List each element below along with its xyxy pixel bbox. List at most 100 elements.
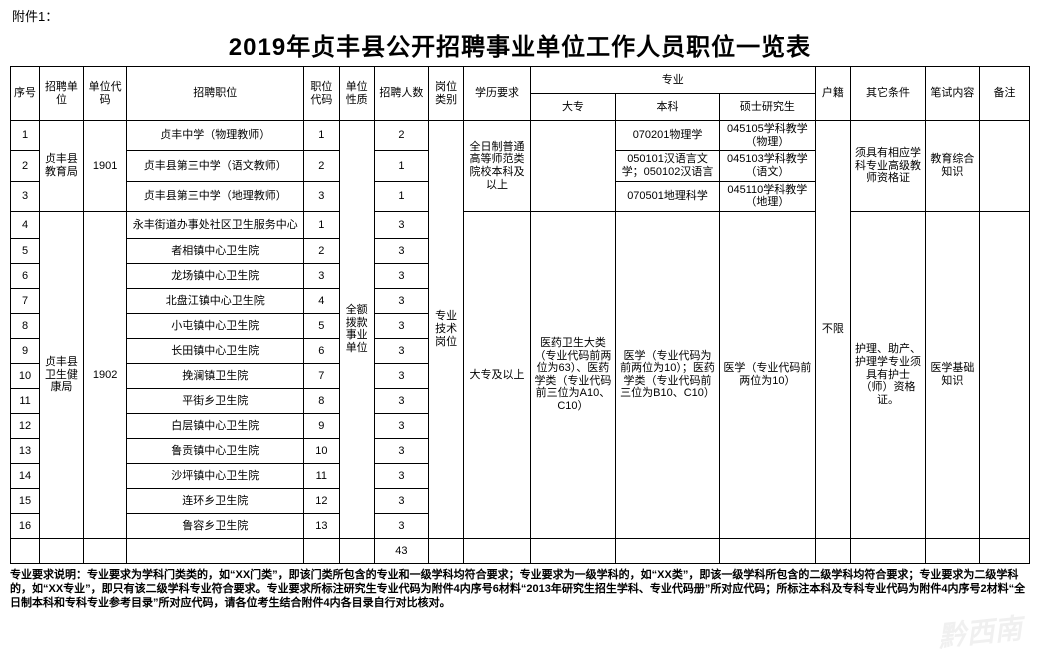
- cell-empty: [339, 538, 374, 563]
- cell-position: 北盘江镇中心卫生院: [127, 288, 304, 313]
- cell-position: 龙场镇中心卫生院: [127, 263, 304, 288]
- th-seq: 序号: [11, 67, 40, 121]
- th-remark: 备注: [979, 67, 1029, 121]
- cell-position: 挽澜镇卫生院: [127, 363, 304, 388]
- cell-num: 3: [374, 463, 428, 488]
- cell-unit-edu-code: 1901: [83, 121, 127, 212]
- cell-seq: 7: [11, 288, 40, 313]
- table-row: 4 贞丰县卫生健康局 1902 永丰街道办事处社区卫生服务中心 1 3 大专及以…: [11, 211, 1030, 238]
- th-hukou: 户籍: [815, 67, 850, 121]
- cell-dz-health: 医药卫生大类（专业代码前两位为63）、医药学类（专业代码前三位为A10、C10）: [530, 211, 615, 538]
- cell-ss: 045103学科教学（语文）: [720, 151, 816, 181]
- cell-unit-nature: 全额拨款事业单位: [339, 121, 374, 539]
- cell-empty: [428, 538, 463, 563]
- cell-pos-code: 1: [304, 121, 339, 151]
- attachment-label: 附件1：: [12, 6, 1030, 25]
- th-exam: 笔试内容: [925, 67, 979, 121]
- cell-empty: [40, 538, 84, 563]
- cell-num: 3: [374, 238, 428, 263]
- cell-exam-health: 医学基础知识: [925, 211, 979, 538]
- cell-num: 1: [374, 151, 428, 181]
- page-title: 2019年贞丰县公开招聘事业单位工作人员职位一览表: [10, 27, 1030, 62]
- cell-empty: [925, 538, 979, 563]
- cell-hukou: 不限: [815, 121, 850, 539]
- cell-empty: [720, 538, 816, 563]
- cell-edu-health: 大专及以上: [464, 211, 531, 538]
- cell-total: 43: [374, 538, 428, 563]
- cell-ss-health: 医学（专业代码前两位为10）: [720, 211, 816, 538]
- cell-position: 长田镇中心卫生院: [127, 338, 304, 363]
- header-row-1: 序号 招聘单位 单位代码 招聘职位 职位代码 单位性质 招聘人数 岗位类别 学历…: [11, 67, 1030, 94]
- th-major-bk: 本科: [616, 94, 720, 121]
- cell-seq: 3: [11, 181, 40, 211]
- cell-pos-code: 5: [304, 313, 339, 338]
- cell-pos-code: 13: [304, 513, 339, 538]
- cell-post-type: 专业技术岗位: [428, 121, 463, 539]
- watermark: 黔西南: [936, 607, 1024, 656]
- cell-pos-code: 7: [304, 363, 339, 388]
- cell-empty: [616, 538, 720, 563]
- th-recruit-num: 招聘人数: [374, 67, 428, 121]
- th-other: 其它条件: [851, 67, 926, 121]
- cell-num: 3: [374, 388, 428, 413]
- cell-num: 3: [374, 413, 428, 438]
- cell-ss: 045110学科教学（地理）: [720, 181, 816, 211]
- cell-empty: [530, 538, 615, 563]
- cell-empty: [83, 538, 127, 563]
- cell-ss: 045105学科教学（物理）: [720, 121, 816, 151]
- cell-seq: 15: [11, 488, 40, 513]
- cell-bk-health: 医学（专业代码为前两位为10）；医药学类（专业代码前三位为B10、C10）: [616, 211, 720, 538]
- cell-pos-code: 4: [304, 288, 339, 313]
- cell-empty: [127, 538, 304, 563]
- cell-num: 3: [374, 263, 428, 288]
- table-row: 1 贞丰县教育局 1901 贞丰中学（物理教师） 1 全额拨款事业单位 2 专业…: [11, 121, 1030, 151]
- cell-num: 2: [374, 121, 428, 151]
- cell-empty: [815, 538, 850, 563]
- cell-pos-code: 8: [304, 388, 339, 413]
- cell-position: 鲁容乡卫生院: [127, 513, 304, 538]
- cell-num: 1: [374, 181, 428, 211]
- th-unit: 招聘单位: [40, 67, 84, 121]
- cell-pos-code: 1: [304, 211, 339, 238]
- cell-other-health: 护理、助产、护理学专业须具有护士（师）资格证。: [851, 211, 926, 538]
- cell-unit-health-code: 1902: [83, 211, 127, 538]
- cell-pos-code: 3: [304, 263, 339, 288]
- cell-pos-code: 12: [304, 488, 339, 513]
- cell-pos-code: 9: [304, 413, 339, 438]
- cell-remark-health: [979, 211, 1029, 538]
- cell-seq: 11: [11, 388, 40, 413]
- cell-seq: 13: [11, 438, 40, 463]
- cell-seq: 1: [11, 121, 40, 151]
- th-edu-req: 学历要求: [464, 67, 531, 121]
- cell-seq: 10: [11, 363, 40, 388]
- cell-empty: [304, 538, 339, 563]
- page-root: 附件1： 2019年贞丰县公开招聘事业单位工作人员职位一览表 序号 招聘单位 单…: [0, 0, 1040, 669]
- cell-seq: 4: [11, 211, 40, 238]
- th-major-group: 专业: [530, 67, 815, 94]
- cell-position: 贞丰中学（物理教师）: [127, 121, 304, 151]
- cell-seq: 12: [11, 413, 40, 438]
- cell-position: 小屯镇中心卫生院: [127, 313, 304, 338]
- cell-position: 贞丰县第三中学（语文教师）: [127, 151, 304, 181]
- cell-num: 3: [374, 513, 428, 538]
- cell-num: 3: [374, 211, 428, 238]
- cell-num: 3: [374, 438, 428, 463]
- th-position: 招聘职位: [127, 67, 304, 121]
- cell-pos-code: 2: [304, 151, 339, 181]
- cell-other-edu: 须具有相应学科专业高级教师资格证: [851, 121, 926, 212]
- cell-exam-edu: 教育综合知识: [925, 121, 979, 212]
- cell-pos-code: 11: [304, 463, 339, 488]
- cell-empty: [11, 538, 40, 563]
- th-post-type: 岗位类别: [428, 67, 463, 121]
- table-row-total: 43: [11, 538, 1030, 563]
- cell-unit-edu: 贞丰县教育局: [40, 121, 84, 212]
- cell-num: 3: [374, 288, 428, 313]
- cell-unit-health: 贞丰县卫生健康局: [40, 211, 84, 538]
- cell-seq: 6: [11, 263, 40, 288]
- th-pos-code: 职位代码: [304, 67, 339, 121]
- cell-position: 永丰街道办事处社区卫生服务中心: [127, 211, 304, 238]
- cell-position: 鲁贡镇中心卫生院: [127, 438, 304, 463]
- cell-pos-code: 10: [304, 438, 339, 463]
- cell-position: 平街乡卫生院: [127, 388, 304, 413]
- footer-note: 专业要求说明：专业要求为学科门类类的，如“XX门类”，即该门类所包含的专业和一级…: [10, 568, 1030, 611]
